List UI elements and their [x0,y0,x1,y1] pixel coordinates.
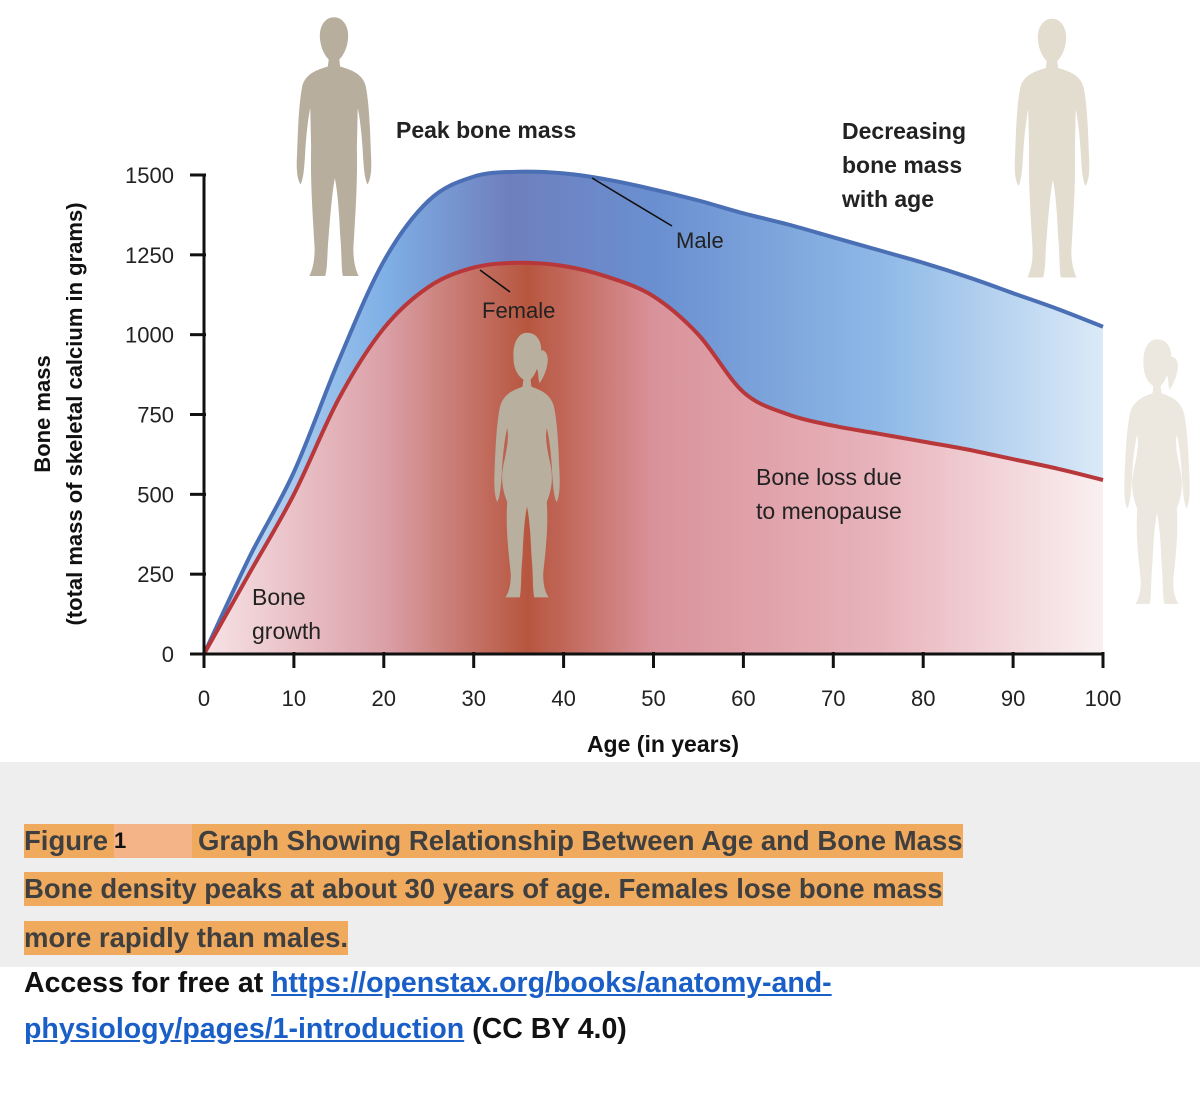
x-tick-label: 10 [282,686,306,711]
x-tick-label: 80 [911,686,935,711]
access-line-2: physiology/pages/1-introduction (CC BY 4… [24,1009,627,1049]
x-tick-label: 100 [1085,686,1122,711]
y-tick-label: 500 [137,482,174,507]
x-tick-label: 20 [372,686,396,711]
x-tick-label: 40 [551,686,575,711]
male-young-figure-icon [296,17,372,276]
y-tick-label: 750 [137,403,174,428]
x-tick-label: 70 [821,686,845,711]
x-axis-title: Age (in years) [587,731,739,757]
caption-title-line: Figure 1 Graph Showing Relationship Betwee… [24,824,963,858]
openstax-link-part2[interactable]: physiology/pages/1-introduction [24,1013,465,1045]
peak-bone-mass-label: Peak bone mass [396,117,576,143]
female-old-figure-icon [1124,339,1190,604]
x-tick-label: 0 [198,686,210,711]
male-line [202,169,1104,655]
y-axis-title-line1: Bone mass [30,355,55,472]
female-leader-line [479,269,511,293]
decreasing-label-line2: bone mass [842,152,962,178]
male-old-figure-icon [1014,18,1090,278]
y-tick-label: 1500 [125,163,174,188]
caption-figure-number: 1 [114,824,193,858]
caption-title: Graph Showing Relationship Between Age a… [198,825,963,856]
caption-line-3: more rapidly than males. [24,921,348,955]
y-tick-label: 0 [162,642,174,667]
x-tick-label: 60 [731,686,755,711]
female-line [202,260,1104,655]
growth-label-line2: growth [252,618,321,644]
menopause-label-line1: Bone loss due [756,464,902,490]
y-tick-label: 1250 [125,243,174,268]
x-tick-label: 50 [641,686,665,711]
female-series-label: Female [482,298,555,323]
decreasing-label-line1: Decreasing [842,118,966,144]
openstax-link-part1[interactable]: https://openstax.org/books/anatomy-and- [271,967,832,999]
x-tick-label: 30 [461,686,485,711]
license-text: (CC BY 4.0) [464,1013,627,1045]
access-line-1: Access for free at https://openstax.org/… [24,963,832,1003]
female-area [204,262,1103,654]
male-series-label: Male [676,228,724,253]
caption-figure-word: Figure [24,825,109,856]
y-tick-label: 1000 [125,323,174,348]
menopause-label-line2: to menopause [756,498,902,524]
x-tick-label: 90 [1001,686,1025,711]
decreasing-label-line3: with age [841,186,934,212]
bone-mass-chart: 0 10 20 30 40 50 60 70 80 90 100025050075010001250… [30,17,1190,757]
male-leader-line [591,177,673,227]
growth-label-line1: Bone [252,584,306,610]
y-axis-title-line2: (total mass of skeletal calcium in grams… [62,202,87,625]
y-tick-label: 250 [137,562,174,587]
caption-line-2: Bone density peaks at about 30 years of … [24,872,943,906]
access-prefix: Access for free at [24,967,272,999]
